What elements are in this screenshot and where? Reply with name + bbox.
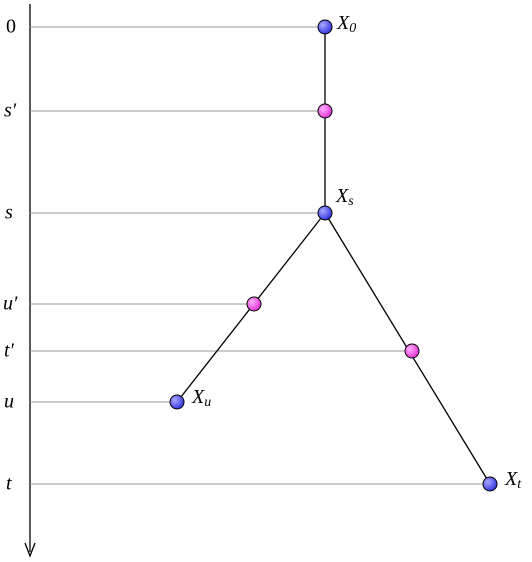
- axis-label: s′: [4, 100, 17, 122]
- node: [482, 476, 498, 492]
- split-point: [317, 103, 333, 119]
- axis-arrow: [24, 542, 36, 558]
- axis-label: 0: [6, 16, 16, 38]
- node-label-base: X: [504, 468, 518, 490]
- node-label-sub: t: [517, 477, 522, 492]
- axis-label: u′: [3, 293, 18, 315]
- node-label-sub: s: [348, 194, 354, 209]
- node-label-base: X: [336, 12, 350, 34]
- node-label-base: X: [191, 386, 205, 408]
- node-label-base: X: [335, 185, 349, 207]
- node: [317, 205, 333, 221]
- node-label: X0: [336, 12, 356, 37]
- axis-label: t: [6, 473, 12, 495]
- axis-label: t′: [4, 340, 15, 362]
- split-point: [404, 343, 420, 359]
- node-label: Xs: [335, 185, 354, 210]
- node-label-sub: 0: [349, 21, 356, 36]
- nodes: [169, 19, 498, 492]
- node-label: Xt: [504, 468, 522, 493]
- axis-label: s: [5, 202, 13, 224]
- axis-labels: 0 s′ s u′ t′ u t: [3, 16, 18, 495]
- split-point: [246, 296, 262, 312]
- edges: [176, 27, 491, 485]
- node-label: Xu: [191, 386, 211, 411]
- node: [317, 19, 333, 35]
- axis-label: u: [4, 391, 14, 413]
- node: [169, 394, 185, 410]
- guide-lines: [30, 26, 490, 485]
- node-label-sub: u: [204, 395, 211, 410]
